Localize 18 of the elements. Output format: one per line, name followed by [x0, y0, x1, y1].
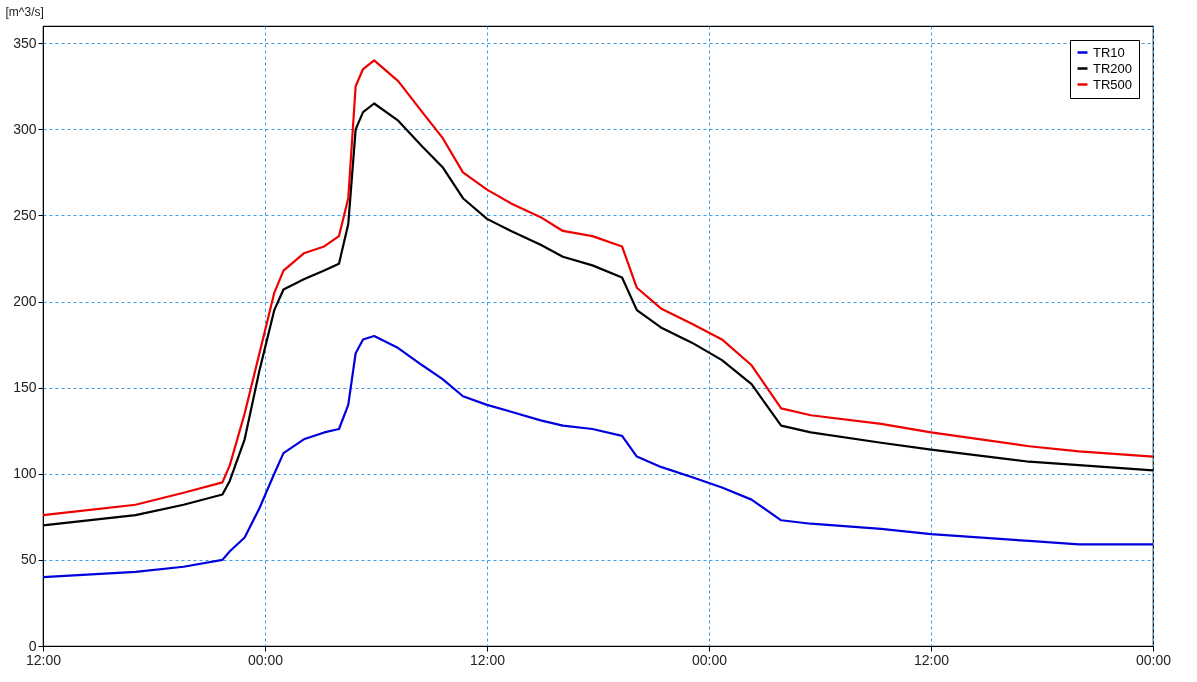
y-tick-label: 300	[13, 120, 37, 137]
legend-label: TR10	[1093, 44, 1125, 60]
y-tick-label: 350	[13, 34, 37, 51]
x-tick-label: 00:00	[1135, 651, 1172, 668]
legend-label: TR500	[1093, 76, 1133, 92]
y-tick-label: 250	[13, 206, 37, 223]
y-tick-label: 0	[28, 637, 37, 654]
x-tick-label: 12:00	[469, 651, 506, 668]
x-tick-label: 12:00	[913, 651, 950, 668]
y-axis-title: [m^3/s]	[5, 4, 44, 19]
y-tick-label: 200	[13, 293, 37, 310]
x-tick-label: 00:00	[247, 651, 284, 668]
legend-label: TR200	[1093, 60, 1133, 76]
x-tick-label: 00:00	[691, 651, 728, 668]
y-tick-label: 150	[13, 379, 37, 396]
y-tick-label: 50	[20, 551, 37, 568]
x-tick-label: 12:00	[25, 651, 62, 668]
y-tick-label: 100	[13, 465, 37, 482]
